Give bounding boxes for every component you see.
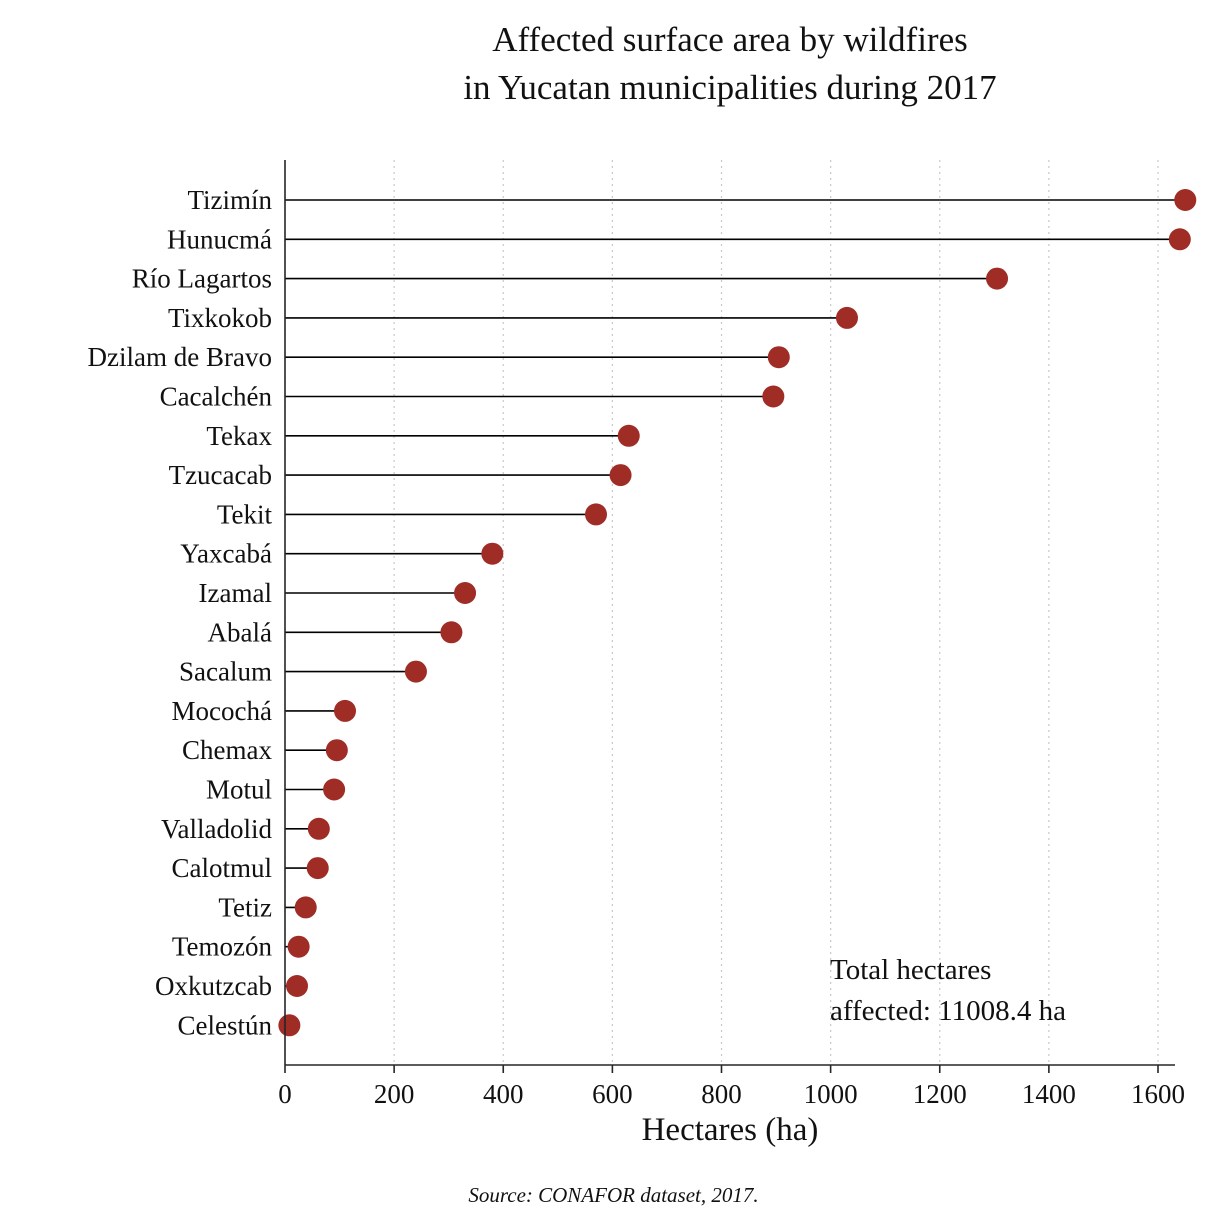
lollipop-dot	[585, 503, 608, 526]
chart-title-line1: Affected surface area by wildfires	[492, 20, 968, 59]
y-tick-label: Río Lagartos	[132, 264, 272, 294]
x-tick-label: 600	[592, 1079, 633, 1109]
lollipop-dot	[278, 1014, 301, 1037]
lollipop-dot	[334, 699, 357, 722]
lollipop-dot	[286, 975, 309, 997]
y-tick-label: Temozón	[172, 932, 273, 962]
lollipop-dot	[835, 306, 858, 329]
x-axis-title: Hectares (ha)	[641, 1112, 819, 1148]
total-annotation-line2: affected: 11008.4 ha	[830, 994, 1066, 1027]
x-tick-label: 1200	[913, 1079, 967, 1109]
lollipop-dot	[325, 739, 348, 762]
x-tick-label: 800	[701, 1079, 742, 1109]
lollipop-dot	[481, 542, 504, 565]
lollipop-dot	[404, 660, 427, 683]
x-tick-label: 400	[483, 1079, 524, 1109]
total-annotation: Total hectares affected: 11008.4 ha	[830, 950, 1066, 1031]
lollipop-dot	[1168, 228, 1191, 251]
y-tick-label: Calotmul	[172, 853, 273, 883]
x-tick-label: 200	[374, 1079, 415, 1109]
y-tick-label: Mocochá	[172, 696, 272, 726]
y-tick-label: Sacalum	[179, 657, 272, 687]
total-annotation-line1: Total hectares	[830, 954, 992, 986]
lollipop-dot	[287, 935, 310, 958]
y-tick-label: Tekax	[206, 421, 272, 451]
y-tick-label: Tixkokob	[168, 303, 272, 333]
x-tick-label: 1400	[1022, 1079, 1076, 1109]
lollipop-dot	[762, 385, 785, 408]
y-tick-label: Motul	[206, 775, 272, 805]
lollipop-dot	[440, 621, 463, 644]
x-tick-label: 0	[278, 1079, 292, 1109]
y-tick-label: Tekit	[217, 499, 273, 529]
x-tick-label: 1600	[1131, 1079, 1185, 1109]
y-tick-label: Abalá	[208, 617, 272, 647]
y-tick-label: Izamal	[199, 578, 272, 608]
y-tick-label: Dzilam de Bravo	[88, 342, 272, 372]
x-tick-label: 1000	[804, 1079, 858, 1109]
y-tick-label: Yaxcabá	[180, 539, 272, 569]
y-tick-label: Hunucmá	[167, 224, 272, 254]
chart-title-line2: in Yucatan municipalities during 2017	[463, 68, 997, 108]
y-tick-label: Tzucacab	[169, 460, 272, 490]
lollipop-dot	[767, 346, 790, 369]
y-tick-label: Valladolid	[161, 814, 272, 844]
lollipop-dot	[323, 778, 346, 801]
lollipop-dot	[454, 582, 477, 604]
lollipop-dot	[986, 267, 1009, 290]
lollipop-dot	[1174, 189, 1197, 211]
lollipop-dot	[617, 424, 640, 447]
y-tick-label: Celestún	[178, 1010, 273, 1040]
lollipop-dot	[307, 817, 330, 840]
lollipop-dot	[609, 464, 632, 487]
source-caption: Source: CONAFOR dataset, 2017.	[468, 1183, 759, 1207]
lollipop-dot	[306, 857, 329, 880]
y-tick-label: Tetiz	[218, 892, 272, 922]
y-tick-label: Cacalchén	[160, 382, 273, 412]
y-tick-label: Chemax	[182, 735, 272, 765]
y-tick-label: Tizimín	[187, 185, 272, 215]
lollipop-dot	[294, 896, 317, 919]
y-tick-label: Oxkutzcab	[155, 971, 272, 1001]
chart-title: Affected surface area by wildfires in Yu…	[235, 16, 1225, 113]
